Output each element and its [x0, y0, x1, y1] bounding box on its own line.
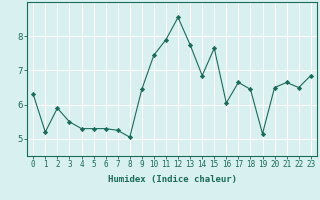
X-axis label: Humidex (Indice chaleur): Humidex (Indice chaleur) — [108, 175, 236, 184]
